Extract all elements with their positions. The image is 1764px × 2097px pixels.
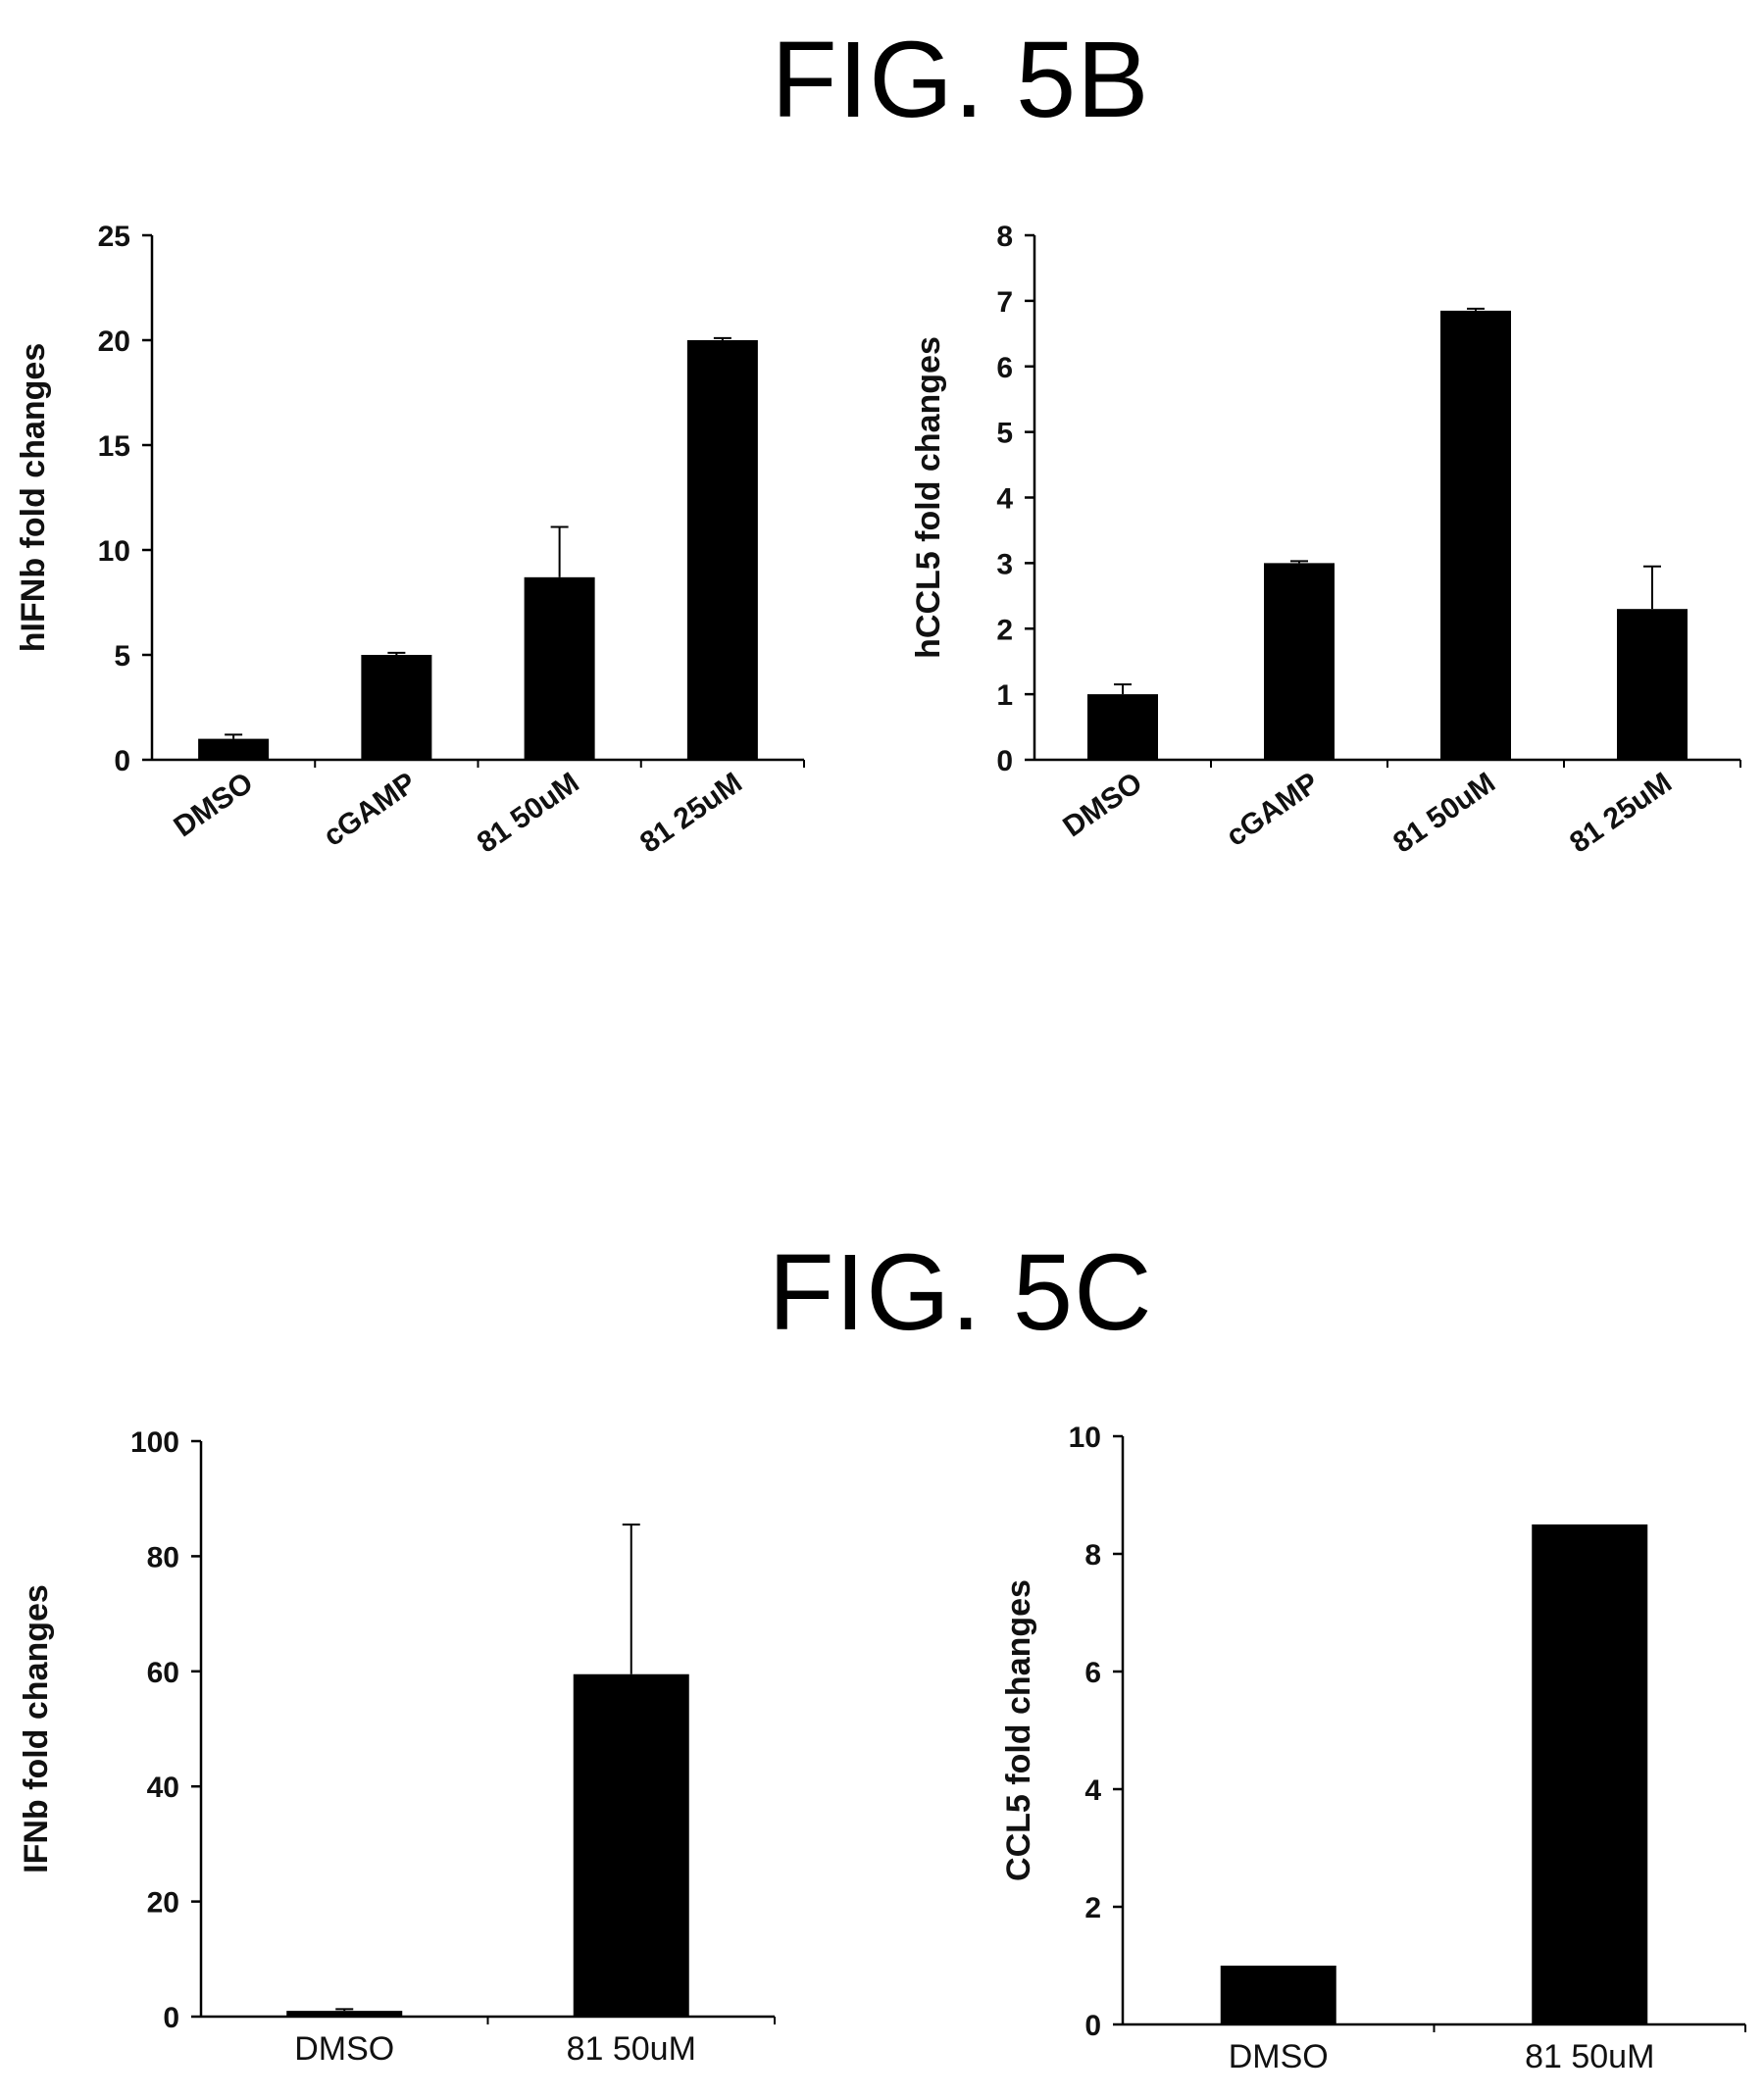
- y-axis-title: hIFNb fold changes: [15, 343, 52, 652]
- x-category-label: DMSO: [1057, 767, 1148, 844]
- x-category-label: 81 50uM: [1387, 767, 1501, 860]
- y-tick-label: 2: [996, 614, 1013, 646]
- y-tick-label: 5: [996, 418, 1013, 450]
- chart-hifnb: 0 5 10 15 20 25 hIFNb fold changes DMSO cGAMP 81 …: [15, 221, 805, 860]
- bar-dmso: [198, 738, 270, 760]
- bar-81-50um: [1440, 310, 1511, 760]
- chart-ccl5: 0 2 4 6 8 10 CCL5 fold changes DMSO 81 50uM: [1000, 1422, 1746, 2075]
- bar-cgamp: [361, 655, 432, 760]
- y-tick-label: 8: [1084, 1539, 1101, 1572]
- x-category-label: 81 25uM: [1564, 767, 1678, 860]
- y-tick-label: 20: [147, 1887, 179, 1920]
- x-category-label: cGAMP: [1221, 767, 1325, 853]
- y-axis-title: IFNb fold changes: [18, 1584, 55, 1873]
- bar-dmso: [1220, 1966, 1336, 2024]
- bar-dmso: [1087, 694, 1158, 760]
- x-category-label: DMSO: [168, 767, 259, 844]
- x-category-label: 81 25uM: [634, 767, 748, 860]
- y-axis-title: CCL5 fold changes: [1000, 1579, 1037, 1881]
- y-tick-label: 3: [996, 548, 1013, 580]
- y-tick-label: 8: [996, 221, 1013, 253]
- x-category-label: 81 50uM: [567, 2030, 696, 2068]
- bar-81-25um: [1617, 609, 1688, 760]
- y-tick-label: 60: [147, 1657, 179, 1689]
- y-tick-label: 7: [996, 286, 1013, 319]
- y-tick-label: 40: [147, 1772, 179, 1804]
- x-category-label: cGAMP: [318, 767, 422, 853]
- bar-81-50um: [524, 576, 595, 760]
- bar-81-50um: [1532, 1524, 1648, 2024]
- y-tick-label: 100: [130, 1426, 179, 1459]
- y-tick-label: 5: [114, 640, 130, 673]
- y-tick-label: 25: [98, 221, 130, 253]
- chart-ifnb: 0 20 40 60 80 100 IFNb fold changes DMSO 81 50uM: [18, 1426, 776, 2068]
- chart-hccl5: 0 1 2 3 4 5 6 7 8 hCCL5 fold changes DMSO cGAMP 81 5…: [910, 221, 1741, 860]
- y-tick-label: 10: [1069, 1422, 1101, 1454]
- y-tick-label: 0: [163, 2002, 179, 2034]
- y-tick-label: 0: [114, 745, 130, 777]
- bar-cgamp: [1264, 563, 1335, 760]
- figure-5c-title: FIG. 5C: [768, 1232, 1153, 1353]
- y-tick-label: 1: [996, 679, 1013, 712]
- x-category-label: 81 50uM: [1525, 2038, 1654, 2075]
- y-axis-title: hCCL5 fold changes: [910, 336, 947, 659]
- y-tick-label: 80: [147, 1541, 179, 1573]
- y-tick-label: 2: [1084, 1892, 1101, 1924]
- x-category-label: DMSO: [294, 2030, 394, 2068]
- y-tick-label: 6: [1084, 1657, 1101, 1689]
- y-tick-label: 15: [98, 430, 130, 463]
- figure-5b-title: FIG. 5B: [771, 20, 1150, 140]
- bar-dmso: [286, 2011, 403, 2017]
- x-category-label: 81 50uM: [472, 767, 585, 860]
- bar-81-50um: [573, 1673, 689, 2017]
- y-tick-label: 6: [996, 352, 1013, 384]
- x-category-label: DMSO: [1229, 2038, 1329, 2075]
- y-tick-label: 10: [98, 535, 130, 568]
- y-tick-label: 4: [996, 483, 1013, 516]
- bar-81-25um: [686, 340, 758, 760]
- y-tick-label: 0: [1084, 2010, 1101, 2042]
- y-tick-label: 20: [98, 325, 130, 358]
- y-tick-label: 4: [1084, 1774, 1101, 1807]
- y-tick-label: 0: [996, 745, 1013, 777]
